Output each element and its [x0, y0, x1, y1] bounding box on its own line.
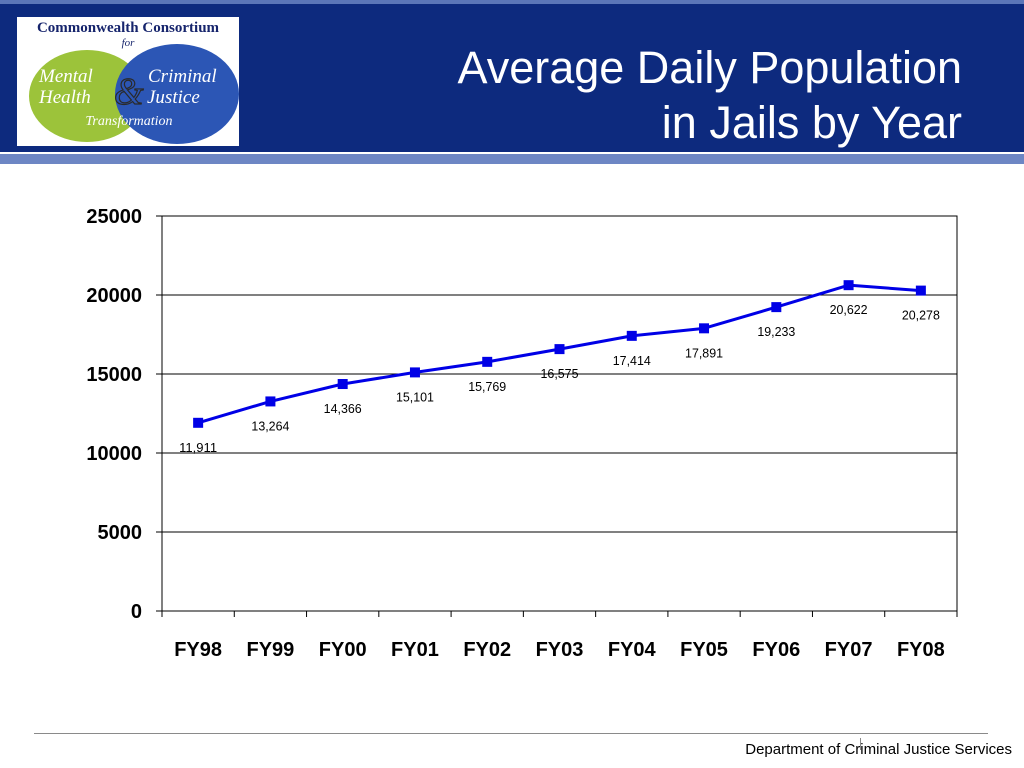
y-tick-label: 15000 — [86, 364, 142, 386]
logo-title: Commonwealth Consortium — [36, 20, 220, 36]
x-tick-label: FY08 — [897, 639, 945, 661]
x-tick-label: FY06 — [752, 639, 800, 661]
y-axis-labels: 0 5000 10000 15000 20000 25000 — [86, 206, 142, 623]
data-labels: 11,911 13,264 14,366 15,101 15,769 16,575 17,4… — [179, 302, 940, 455]
data-label: 15,769 — [468, 379, 506, 394]
x-tick-label: FY00 — [319, 639, 367, 661]
x-tick-label: FY02 — [463, 639, 511, 661]
x-tick-label: FY99 — [247, 639, 295, 661]
x-axis-labels: FY98 FY99 FY00 FY01 FY02 FY03 FY04 FY05 FY06 FY07… — [174, 639, 945, 661]
y-tick-label: 20000 — [86, 285, 142, 307]
footer-department: Department of Criminal Justice Services — [745, 741, 1012, 758]
data-point — [482, 356, 493, 367]
data-label: 20,278 — [902, 308, 940, 323]
data-label: 15,101 — [396, 389, 434, 404]
slide-title: Average Daily Population in Jails by Yea… — [458, 40, 963, 150]
data-point — [843, 280, 854, 291]
x-tick-label: FY98 — [174, 639, 222, 661]
data-label: 16,575 — [541, 366, 579, 381]
logo-for: for — [121, 37, 135, 49]
logo-left-line1: Mental — [38, 66, 93, 87]
data-label: 17,891 — [685, 345, 723, 360]
data-point — [771, 302, 782, 313]
logo-right-line1: Criminal — [148, 66, 217, 87]
footer-divider — [34, 733, 988, 734]
data-point — [337, 379, 348, 390]
y-tick-label: 0 — [131, 601, 142, 623]
data-point — [193, 417, 204, 428]
data-point — [699, 323, 710, 334]
x-tick-label: FY04 — [608, 639, 657, 661]
y-tick-label: 5000 — [98, 522, 143, 544]
data-label: 20,622 — [830, 302, 868, 317]
slide-header: Mental Health Criminal Justice & Transfo… — [0, 0, 1024, 152]
series-jail-population — [193, 280, 926, 428]
y-tick-label: 25000 — [86, 206, 142, 228]
data-point — [265, 396, 276, 407]
data-label: 11,911 — [179, 440, 217, 455]
x-tick-label: FY01 — [391, 639, 439, 661]
x-axis-ticks — [161, 611, 958, 617]
footer-tick — [860, 738, 861, 750]
gridlines — [156, 215, 957, 612]
y-tick-label: 10000 — [86, 443, 142, 465]
x-tick-label: FY07 — [825, 639, 873, 661]
data-label: 13,264 — [251, 418, 289, 433]
header-top-rule — [0, 0, 1024, 4]
logo-right-line2: Justice — [147, 87, 200, 108]
title-line-2: in Jails by Year — [661, 97, 962, 148]
data-label: 19,233 — [757, 324, 795, 339]
x-tick-label: FY05 — [680, 639, 728, 661]
logo-left-line2: Health — [38, 87, 91, 108]
x-tick-label: FY03 — [536, 639, 584, 661]
data-point — [554, 344, 565, 355]
logo-bottom-text: Transformation — [85, 114, 172, 129]
data-label: 17,414 — [613, 353, 651, 368]
data-point — [626, 330, 637, 341]
data-point — [915, 285, 926, 296]
data-label: 14,366 — [324, 401, 362, 416]
plot-area — [161, 215, 958, 612]
logo-ampersand: & — [114, 71, 144, 113]
title-line-1: Average Daily Population — [457, 42, 963, 93]
logo-circles: Mental Health Criminal Justice & Transfo… — [29, 44, 239, 144]
header-bottom-rule — [0, 152, 1024, 164]
data-point — [409, 367, 420, 378]
consortium-logo: Mental Health Criminal Justice & Transfo… — [17, 17, 239, 146]
